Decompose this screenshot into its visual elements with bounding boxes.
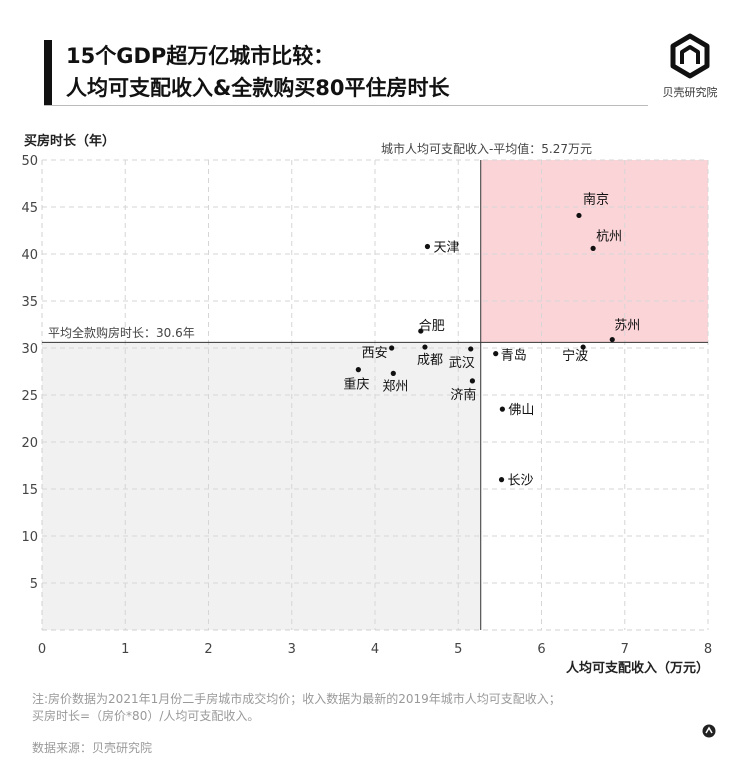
data-point xyxy=(590,245,596,251)
data-point xyxy=(468,346,474,352)
x-tick-label: 6 xyxy=(537,642,545,657)
y-tick-label: 50 xyxy=(21,154,38,169)
title-line-1: 15个GDP超万亿城市比较： xyxy=(66,44,335,68)
title-accent-bar xyxy=(44,40,52,106)
point-label: 南京 xyxy=(583,191,609,207)
x-tick-label: 3 xyxy=(288,642,296,657)
title-line-2: 人均可支配收入&全款购买80平住房时长 xyxy=(66,76,450,100)
brand-logo: 贝壳研究院 xyxy=(660,32,720,102)
point-label: 天津 xyxy=(433,240,459,255)
y-tick-label: 35 xyxy=(21,295,38,310)
data-point xyxy=(418,328,424,334)
x-tick-label: 7 xyxy=(621,642,629,657)
x-tick-label: 2 xyxy=(204,642,212,657)
y-tick-label: 45 xyxy=(21,201,38,216)
point-label: 合肥 xyxy=(419,319,445,334)
x-tick-label: 8 xyxy=(704,642,712,657)
data-point xyxy=(493,351,499,357)
point-label: 杭州 xyxy=(596,229,622,244)
x-tick-label: 1 xyxy=(121,642,129,657)
title-divider xyxy=(44,105,648,106)
beike-logo-icon xyxy=(670,33,710,79)
footnote-line-1: 注:房价数据为2021年1月份二手房城市成交均价；收入数据为最新的2019年城市… xyxy=(32,692,561,706)
x-axis-label: 人均可支配收入（万元） xyxy=(566,660,709,676)
x-tick-label: 0 xyxy=(38,642,46,657)
high-income-long-time-quadrant xyxy=(480,160,708,343)
data-point xyxy=(499,406,505,412)
low-income-short-time-quadrant xyxy=(42,342,481,630)
point-label: 武汉 xyxy=(449,356,475,371)
point-label: 宁波 xyxy=(562,348,588,364)
point-label: 济南 xyxy=(450,387,476,403)
point-label: 青岛 xyxy=(501,348,527,364)
y-tick-label: 40 xyxy=(21,248,38,263)
data-point xyxy=(469,378,476,384)
data-source: 数据来源：贝壳研究院 xyxy=(32,741,153,755)
data-point xyxy=(390,370,396,376)
brand-name: 贝壳研究院 xyxy=(662,86,718,99)
data-point xyxy=(609,336,615,343)
page-title: 15个GDP超万亿城市比较： 人均可支配收入&全款购买80平住房时长 xyxy=(66,40,450,104)
point-label: 郑州 xyxy=(382,379,408,394)
y-tick-label: 30 xyxy=(21,342,38,357)
data-point xyxy=(576,212,582,219)
footnote-line-2: 买房时长=（房价*80）/人均可支配收入。 xyxy=(32,709,260,723)
data-point xyxy=(424,243,431,250)
point-label: 成都 xyxy=(417,353,443,368)
data-point xyxy=(355,367,361,373)
data-point xyxy=(580,344,586,350)
y-tick-label: 20 xyxy=(21,436,38,451)
y-tick-label: 5 xyxy=(30,577,38,592)
point-label: 苏州 xyxy=(614,318,640,334)
x-tick-label: 5 xyxy=(454,642,462,657)
avg-income-label: 城市人均可支配收入-平均值：5.27万元 xyxy=(381,141,592,156)
y-tick-label: 10 xyxy=(21,530,38,545)
y-axis-label: 买房时长（年） xyxy=(24,133,115,149)
point-label: 西安 xyxy=(362,346,388,361)
data-point xyxy=(498,477,505,483)
avg-years-label: 平均全款购房时长：30.6年 xyxy=(48,325,195,340)
y-tick-label: 25 xyxy=(21,389,38,404)
y-tick-label: 15 xyxy=(21,483,38,498)
point-label: 佛山 xyxy=(508,403,534,418)
point-label: 长沙 xyxy=(508,474,534,489)
point-label: 重庆 xyxy=(343,377,369,393)
x-tick-label: 4 xyxy=(371,642,379,657)
data-point xyxy=(422,344,428,350)
watermark-icon xyxy=(702,724,716,738)
data-point xyxy=(389,345,395,351)
